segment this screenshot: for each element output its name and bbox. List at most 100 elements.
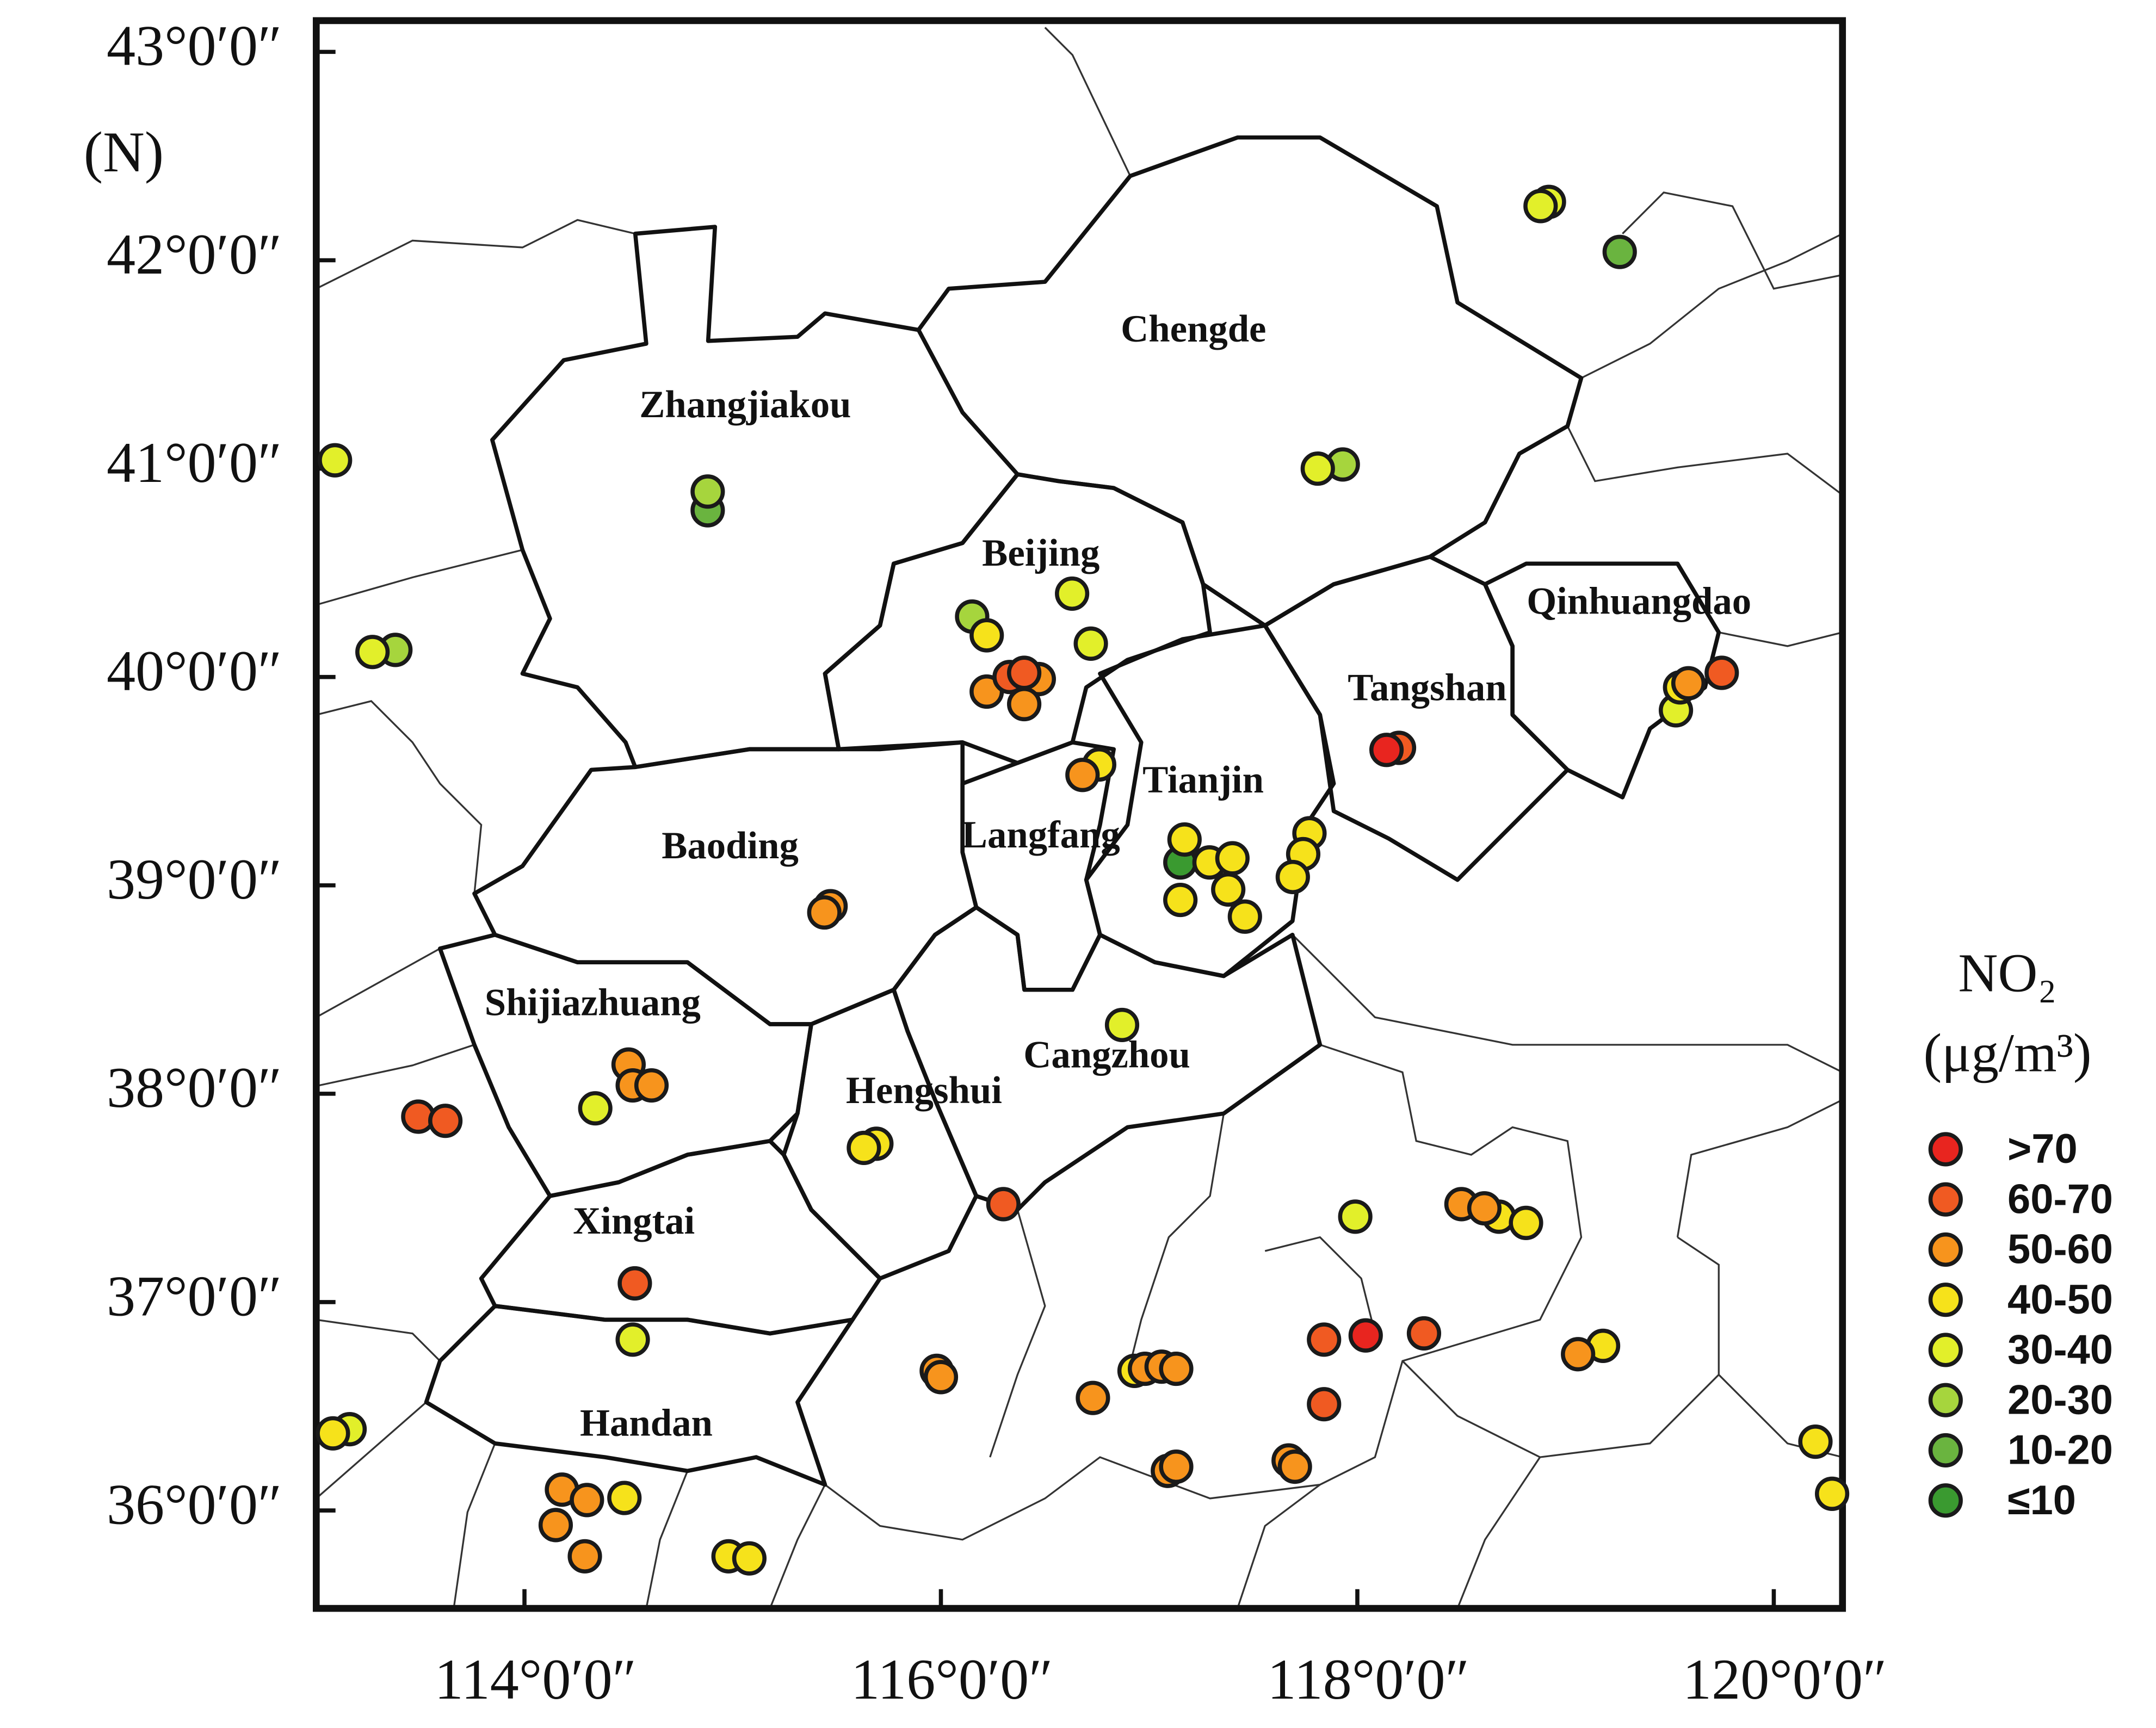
station-point bbox=[807, 895, 842, 930]
boundary-hengshui bbox=[781, 987, 979, 1281]
legend-label: 50-60 bbox=[2007, 1227, 2113, 1273]
station-point bbox=[1467, 1191, 1502, 1226]
legend-swatch bbox=[1928, 1433, 1963, 1468]
station-point bbox=[1167, 822, 1202, 857]
station-point bbox=[1076, 1380, 1110, 1415]
station-point bbox=[986, 1187, 1021, 1222]
region-label: Zhangjiakou bbox=[639, 383, 851, 426]
station-point bbox=[1307, 1387, 1342, 1422]
legend-label: 40-50 bbox=[2007, 1277, 2113, 1323]
station-point bbox=[316, 1416, 350, 1451]
boundary-beijing bbox=[823, 472, 1212, 765]
boundaries bbox=[316, 27, 1843, 1609]
station-point bbox=[1104, 1007, 1140, 1043]
region-label: Shijiazhuang bbox=[485, 981, 701, 1024]
station-point bbox=[847, 1130, 881, 1166]
y-axis-label: (N) bbox=[84, 120, 164, 184]
station-point bbox=[607, 1481, 642, 1515]
x-tick-label: 120°0′0″ bbox=[1683, 1647, 1887, 1711]
legend-swatch bbox=[1928, 1232, 1963, 1267]
x-tick-label: 118°0′0″ bbox=[1268, 1647, 1469, 1711]
legend-label: 10-20 bbox=[2007, 1427, 2113, 1473]
boundary-handan bbox=[424, 1304, 855, 1487]
station-point bbox=[969, 618, 1004, 653]
station-point bbox=[615, 1322, 650, 1357]
station-point bbox=[1007, 655, 1042, 690]
region-label: Cangzhou bbox=[1023, 1033, 1190, 1076]
legend-label: >70 bbox=[2007, 1126, 2078, 1172]
station-point bbox=[567, 1539, 602, 1574]
y-tick-label: 37°0′0″ bbox=[107, 1264, 282, 1328]
station-point bbox=[1065, 758, 1100, 792]
station-point bbox=[1561, 1337, 1596, 1372]
station-point bbox=[1369, 733, 1404, 767]
region-label: Hengshui bbox=[846, 1069, 1002, 1112]
region-label: Chengde bbox=[1121, 308, 1266, 350]
station-point bbox=[1163, 882, 1198, 918]
station-point bbox=[1815, 1476, 1850, 1511]
station-point bbox=[538, 1508, 573, 1543]
legend-swatch bbox=[1928, 1283, 1963, 1317]
station-point bbox=[1798, 1424, 1833, 1459]
x-tick-label: 114°0′0″ bbox=[435, 1647, 637, 1711]
station-point bbox=[617, 1266, 652, 1301]
boundary-thin bbox=[316, 27, 1843, 1609]
station-point bbox=[1523, 189, 1558, 224]
x-tick-label: 116°0′0″ bbox=[851, 1647, 1053, 1711]
legend-title: NO₂ bbox=[1958, 943, 2056, 1004]
y-tick-label: 36°0′0″ bbox=[107, 1472, 282, 1536]
station-point bbox=[1509, 1205, 1543, 1240]
y-tick-label: 39°0′0″ bbox=[107, 847, 282, 911]
station-point bbox=[1055, 576, 1090, 611]
station-point bbox=[1277, 1450, 1312, 1484]
region-label: Qinhuangdao bbox=[1527, 580, 1751, 622]
legend-label: ≤10 bbox=[2007, 1477, 2076, 1523]
region-label: Baoding bbox=[662, 825, 799, 867]
region-label: Beijing bbox=[982, 532, 1099, 574]
region-label: Tangshan bbox=[1348, 667, 1506, 709]
station-point bbox=[318, 443, 353, 478]
station-point bbox=[1704, 655, 1739, 690]
y-tick-label: 40°0′0″ bbox=[107, 639, 282, 703]
station-point bbox=[428, 1104, 463, 1138]
station-point bbox=[1227, 899, 1262, 934]
station-point bbox=[1307, 1322, 1342, 1357]
legend-swatch bbox=[1928, 1383, 1963, 1417]
region-label: Langfang bbox=[962, 814, 1120, 856]
region-label: Tianjin bbox=[1142, 759, 1264, 801]
legend-swatch bbox=[1928, 1132, 1963, 1167]
station-point bbox=[570, 1483, 604, 1518]
legend-label: 30-40 bbox=[2007, 1327, 2113, 1373]
station-point bbox=[1602, 234, 1637, 269]
station-point bbox=[1338, 1199, 1373, 1234]
station-point bbox=[1159, 1351, 1194, 1386]
station-point bbox=[1275, 859, 1310, 895]
y-tick-label: 43°0′0″ bbox=[107, 14, 282, 78]
legend-label: 20-30 bbox=[2007, 1377, 2113, 1423]
station-point bbox=[1300, 451, 1335, 486]
legend-swatch bbox=[1928, 1483, 1963, 1518]
station-point bbox=[1159, 1450, 1194, 1484]
y-tick-label: 41°0′0″ bbox=[107, 430, 282, 494]
boundary-shijiazhuang bbox=[437, 932, 813, 1198]
legend-swatch bbox=[1928, 1182, 1963, 1217]
station-point bbox=[355, 635, 390, 670]
station-point bbox=[1211, 872, 1246, 907]
station-point bbox=[923, 1360, 959, 1395]
station-point bbox=[1215, 841, 1250, 876]
region-label: Handan bbox=[580, 1402, 713, 1445]
boundary-qinhuangdao bbox=[1482, 561, 1721, 800]
y-tick-label: 42°0′0″ bbox=[107, 222, 282, 286]
station-point bbox=[634, 1068, 669, 1103]
station-point bbox=[1073, 626, 1108, 661]
boundary-zhangjiakou bbox=[490, 225, 1020, 770]
legend-swatch bbox=[1928, 1333, 1963, 1367]
y-tick-label: 38°0′0″ bbox=[107, 1055, 282, 1119]
station-point bbox=[1406, 1316, 1442, 1351]
legend-unit: (μg/m³) bbox=[1924, 1022, 2092, 1083]
station-point bbox=[732, 1541, 767, 1576]
legend-label: 60-70 bbox=[2007, 1176, 2113, 1222]
station-point bbox=[578, 1091, 613, 1126]
